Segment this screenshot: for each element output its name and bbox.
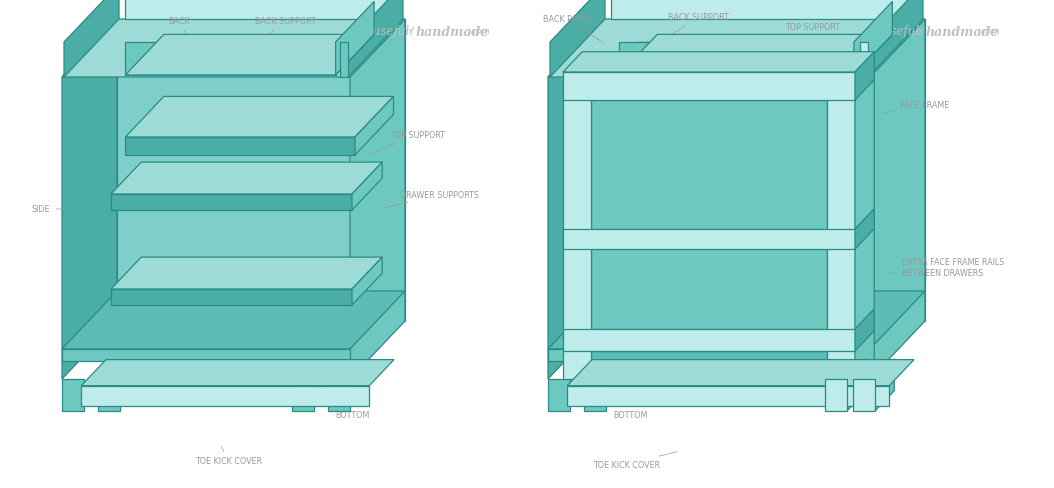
Polygon shape xyxy=(62,349,350,361)
Polygon shape xyxy=(292,379,314,411)
Polygon shape xyxy=(352,258,383,305)
Text: TOP SUPPORT: TOP SUPPORT xyxy=(372,130,445,154)
Text: .com: .com xyxy=(978,27,1000,37)
Polygon shape xyxy=(825,379,847,411)
Polygon shape xyxy=(355,97,393,156)
Polygon shape xyxy=(111,258,383,289)
Polygon shape xyxy=(860,43,868,78)
Text: BOTTOM: BOTTOM xyxy=(308,395,369,419)
Polygon shape xyxy=(81,386,369,406)
Polygon shape xyxy=(125,97,393,138)
Polygon shape xyxy=(619,35,893,76)
Text: DRAWER SUPPORTS: DRAWER SUPPORTS xyxy=(383,190,479,209)
Polygon shape xyxy=(348,0,403,78)
Polygon shape xyxy=(855,53,874,101)
Polygon shape xyxy=(853,379,875,411)
Polygon shape xyxy=(64,0,119,78)
Text: handmade: handmade xyxy=(926,25,999,39)
Polygon shape xyxy=(827,95,865,152)
Polygon shape xyxy=(548,20,603,379)
Polygon shape xyxy=(567,386,890,406)
Text: BACK PANEL: BACK PANEL xyxy=(543,16,603,43)
Polygon shape xyxy=(62,291,405,349)
Text: houseful: houseful xyxy=(868,25,919,39)
Polygon shape xyxy=(591,95,865,136)
Polygon shape xyxy=(855,53,874,379)
Polygon shape xyxy=(584,379,606,411)
Polygon shape xyxy=(847,359,866,411)
Polygon shape xyxy=(591,249,827,329)
Polygon shape xyxy=(567,360,914,386)
Polygon shape xyxy=(125,0,397,20)
Text: TOE KICK COVER: TOE KICK COVER xyxy=(195,447,262,466)
Text: FACE FRAME: FACE FRAME xyxy=(882,101,950,114)
Polygon shape xyxy=(62,20,405,78)
Text: .com: .com xyxy=(468,27,490,37)
Polygon shape xyxy=(591,101,827,229)
Text: handmade: handmade xyxy=(416,25,489,39)
Polygon shape xyxy=(868,0,923,78)
Polygon shape xyxy=(548,291,925,349)
Polygon shape xyxy=(563,229,855,249)
Polygon shape xyxy=(350,20,405,379)
Polygon shape xyxy=(563,73,591,379)
Polygon shape xyxy=(62,20,117,379)
Polygon shape xyxy=(855,209,874,249)
Polygon shape xyxy=(611,0,917,20)
Polygon shape xyxy=(875,359,894,411)
Polygon shape xyxy=(550,0,605,78)
Polygon shape xyxy=(352,163,383,210)
Text: TOE KICK COVER: TOE KICK COVER xyxy=(592,452,678,468)
Text: BOTTOM: BOTTOM xyxy=(613,395,667,419)
Text: SIDE: SIDE xyxy=(32,205,65,214)
Text: EXTRA FACE FRAME RAILS
BETWEEN DRAWERS: EXTRA FACE FRAME RAILS BETWEEN DRAWERS xyxy=(887,258,1004,277)
Polygon shape xyxy=(125,138,355,156)
Text: TOP SUPPORT: TOP SUPPORT xyxy=(773,23,840,49)
Polygon shape xyxy=(328,379,350,411)
Polygon shape xyxy=(563,53,874,73)
Polygon shape xyxy=(125,43,335,76)
Polygon shape xyxy=(111,289,352,305)
Text: BACK SUPPORT: BACK SUPPORT xyxy=(660,14,728,43)
Polygon shape xyxy=(855,309,874,351)
Polygon shape xyxy=(335,2,374,76)
Polygon shape xyxy=(548,349,870,361)
Polygon shape xyxy=(619,43,854,76)
Polygon shape xyxy=(591,351,827,361)
Polygon shape xyxy=(548,379,570,411)
Polygon shape xyxy=(548,20,925,78)
Polygon shape xyxy=(870,20,925,379)
Text: of: of xyxy=(406,27,415,37)
Polygon shape xyxy=(591,136,827,152)
Text: of: of xyxy=(916,27,924,37)
Polygon shape xyxy=(603,20,925,321)
Polygon shape xyxy=(62,379,84,411)
Text: SIDE: SIDE xyxy=(630,41,657,60)
Text: SIDE: SIDE xyxy=(323,43,353,64)
Polygon shape xyxy=(117,20,405,321)
Polygon shape xyxy=(340,43,348,78)
Polygon shape xyxy=(563,329,855,351)
Text: houseful: houseful xyxy=(358,25,409,39)
Polygon shape xyxy=(98,379,120,411)
Polygon shape xyxy=(125,35,374,76)
Polygon shape xyxy=(111,195,352,210)
Polygon shape xyxy=(854,2,893,76)
Polygon shape xyxy=(111,163,383,195)
Text: BACK SUPPORT: BACK SUPPORT xyxy=(250,18,316,50)
Polygon shape xyxy=(563,73,855,101)
Polygon shape xyxy=(81,360,394,386)
Text: BACK: BACK xyxy=(169,18,194,49)
Polygon shape xyxy=(827,73,855,379)
